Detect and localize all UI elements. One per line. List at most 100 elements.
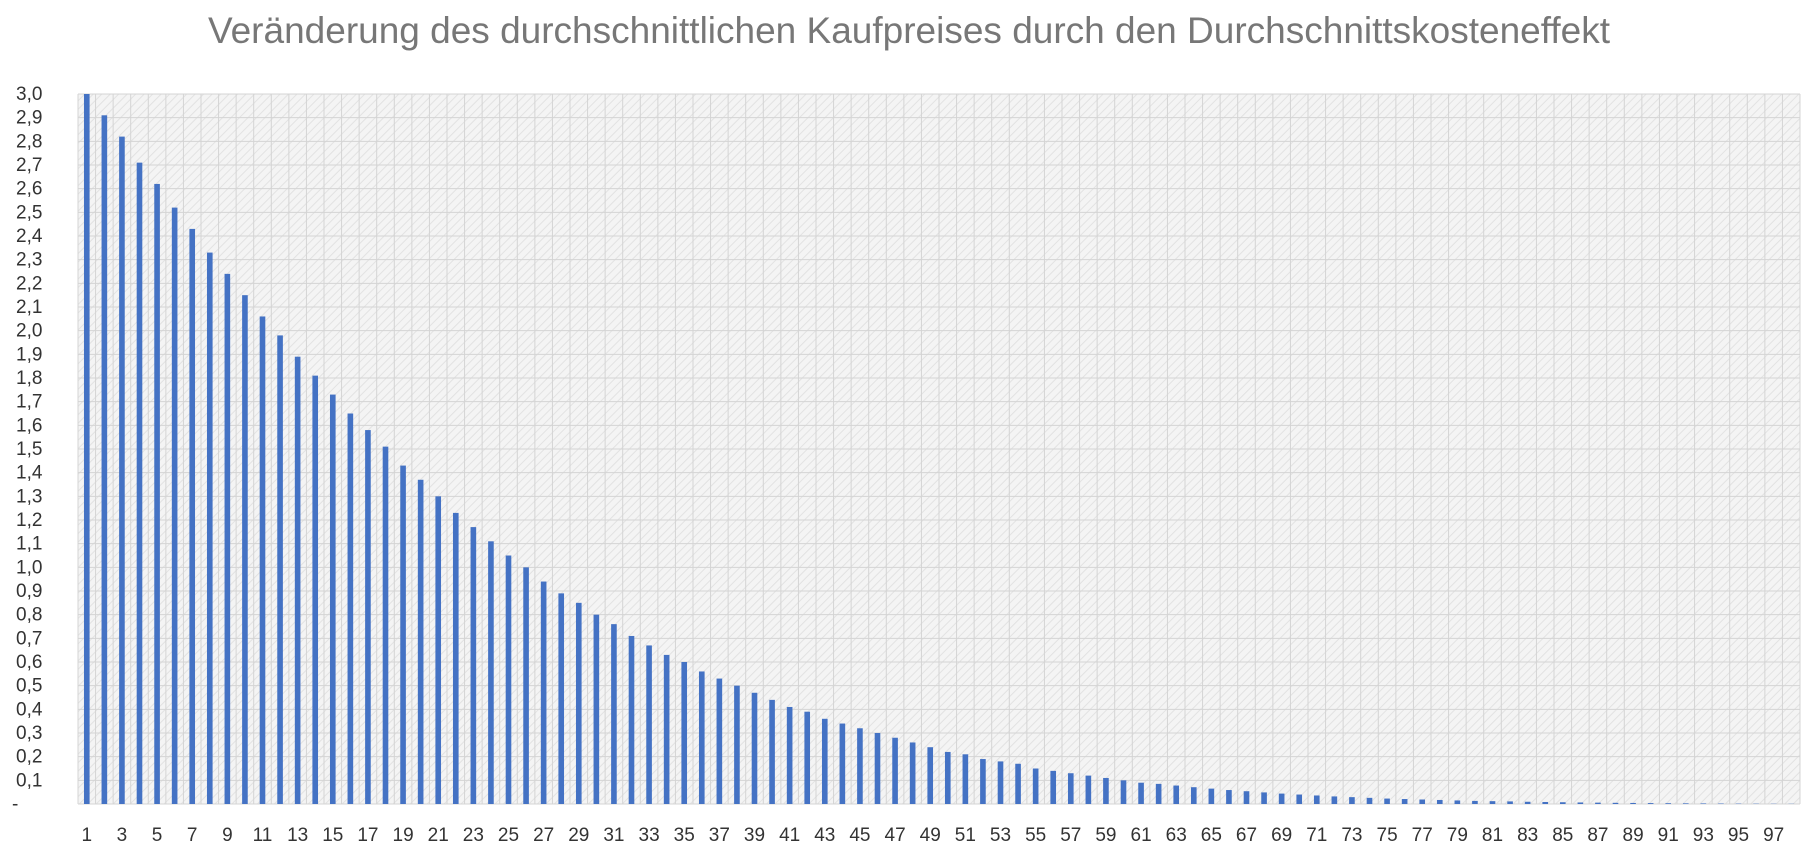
bar (575, 602, 582, 804)
x-tick-label: 53 (990, 825, 1011, 846)
x-tick-label: 45 (849, 825, 870, 846)
bar (927, 747, 934, 804)
y-tick-label: - (12, 794, 18, 815)
y-tick-label: 1,3 (16, 486, 42, 507)
bar (558, 593, 565, 804)
x-tick-label: 79 (1447, 825, 1468, 846)
y-tick-label: 1,4 (16, 463, 43, 484)
bar (540, 581, 547, 804)
bar (1032, 768, 1039, 804)
bar (365, 430, 371, 804)
bar (1349, 797, 1355, 804)
y-tick-label: 0,2 (16, 747, 42, 768)
bar (1454, 800, 1461, 804)
x-tick-label: 25 (498, 825, 519, 846)
y-tick-label: 2,8 (16, 131, 42, 152)
bar (1630, 802, 1636, 804)
bar (119, 136, 125, 805)
x-tick-label: 51 (955, 825, 976, 846)
bar (1138, 782, 1144, 804)
x-tick-label: 47 (885, 825, 906, 846)
bar (417, 479, 424, 804)
bar (1120, 780, 1127, 804)
x-tick-label: 71 (1306, 825, 1327, 846)
bar (1436, 799, 1443, 804)
y-tick-label: 0,8 (16, 605, 42, 626)
bar (997, 761, 1004, 804)
bar (1419, 799, 1426, 804)
bar (488, 541, 494, 804)
bar (1384, 798, 1390, 804)
bar (329, 394, 336, 804)
bar (1647, 803, 1654, 804)
y-tick-label: 1,1 (16, 534, 42, 555)
x-tick-label: 49 (920, 825, 941, 846)
y-tick-label: 1,8 (16, 368, 42, 389)
y-tick-label: 0,1 (16, 770, 42, 791)
y-tick-label: 1,6 (16, 415, 42, 436)
bar (189, 228, 196, 804)
y-tick-label: 2,7 (16, 155, 42, 176)
x-tick-label: 97 (1763, 825, 1784, 846)
bar (716, 678, 723, 804)
bar (1261, 792, 1267, 804)
bar (786, 706, 793, 804)
x-axis-ticks: 1 3 5 7 9 11 13 15 17 19 21 23 25 27 29 31 33 35 37 39 41 43 4… (81, 825, 1784, 846)
bar (1243, 791, 1250, 804)
x-tick-label: 89 (1623, 825, 1644, 846)
x-tick-label: 75 (1377, 825, 1398, 846)
y-tick-label: 1,9 (16, 344, 42, 365)
bar (980, 759, 986, 804)
bar (1103, 777, 1109, 804)
x-tick-label: 87 (1587, 825, 1608, 846)
x-tick-label: 21 (428, 825, 449, 846)
bar (242, 295, 248, 804)
x-tick-label: 69 (1271, 825, 1292, 846)
x-tick-label: 15 (322, 825, 343, 846)
bar (892, 737, 898, 804)
bar (1612, 802, 1619, 804)
x-tick-label: 31 (603, 825, 624, 846)
bar (1296, 794, 1303, 804)
y-tick-label: 1,2 (16, 510, 42, 531)
bar (435, 496, 442, 804)
x-tick-label: 77 (1412, 825, 1433, 846)
bar (646, 645, 652, 804)
x-tick-label: 85 (1552, 825, 1573, 846)
bar (1595, 802, 1601, 804)
bar (1472, 800, 1478, 804)
x-tick-label: 81 (1482, 825, 1503, 846)
bar (206, 252, 213, 805)
bar (804, 711, 811, 804)
bar (452, 512, 459, 804)
x-tick-label: 65 (1201, 825, 1222, 846)
x-tick-label: 41 (779, 825, 800, 846)
x-tick-label: 91 (1658, 825, 1679, 846)
bar (154, 183, 160, 804)
bar (681, 662, 688, 804)
bar (1524, 801, 1531, 804)
y-tick-label: 0,9 (16, 581, 42, 602)
bar (944, 751, 951, 804)
bar (1226, 790, 1232, 804)
bar (1331, 796, 1338, 804)
gridlines (77, 93, 1801, 805)
x-tick-label: 61 (1131, 825, 1152, 846)
x-tick-label: 35 (674, 825, 695, 846)
bar (1173, 785, 1180, 804)
y-tick-label: 2,1 (16, 297, 42, 318)
x-tick-label: 39 (744, 825, 765, 846)
x-tick-label: 11 (253, 825, 273, 846)
bar (909, 742, 916, 804)
bar (1507, 801, 1513, 804)
y-tick-label: 1,0 (16, 557, 42, 578)
x-tick-label: 5 (152, 825, 163, 846)
bar (1401, 799, 1408, 804)
x-tick-label: 37 (709, 825, 730, 846)
y-tick-label: 2,3 (16, 250, 42, 271)
bars (83, 94, 1795, 805)
bar (523, 567, 529, 804)
bar (1700, 803, 1707, 804)
bar (1542, 801, 1549, 804)
